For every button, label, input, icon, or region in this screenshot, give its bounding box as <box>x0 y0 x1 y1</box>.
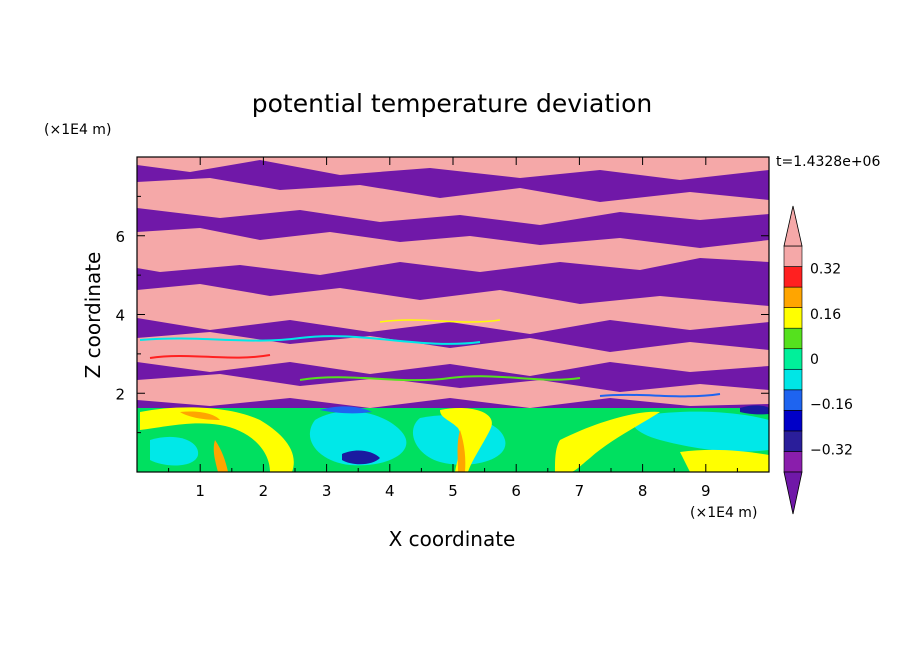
time-label: t=1.4328e+06 <box>776 154 880 170</box>
colorbar-segment <box>783 430 803 452</box>
yellow-plume <box>680 449 769 472</box>
x-tick-label: 7 <box>575 482 585 500</box>
colorbar-label: 0.32 <box>810 262 841 278</box>
colorbar-segment <box>783 410 803 432</box>
colorbar-segment <box>783 368 803 391</box>
colorbar-segment <box>783 245 803 267</box>
colorbar-under-triangle <box>783 471 803 515</box>
x-tick-label: 4 <box>385 482 395 500</box>
pink-layer <box>137 284 769 334</box>
x-axis-title: X coordinate <box>389 527 516 551</box>
x-tick-label: 1 <box>195 482 205 500</box>
colorbar: 0.32 0.16 0 −0.16 −0.32 <box>783 205 853 515</box>
yellow-plume <box>140 407 294 472</box>
colorbar-over-triangle <box>783 205 803 247</box>
x-tick-label: 9 <box>701 482 711 500</box>
filament <box>149 354 271 359</box>
plot-field <box>137 157 769 472</box>
colorbar-segment <box>783 348 803 370</box>
pink-layer <box>137 178 769 225</box>
yellow-plume <box>440 408 492 472</box>
x-tick-label: 5 <box>448 482 458 500</box>
colorbar-segment <box>783 286 803 308</box>
orange-plume <box>180 411 220 420</box>
colorbar-segment <box>783 451 803 473</box>
filament <box>599 393 721 398</box>
colorbar-segment <box>783 266 803 288</box>
filament <box>139 335 481 345</box>
y-axis: 2 4 6 <box>115 195 769 434</box>
x-tick-label: 8 <box>638 482 648 500</box>
filament <box>299 375 581 382</box>
x-axis: 1 2 3 4 5 6 7 8 9 <box>168 157 738 500</box>
pink-layer <box>137 332 769 376</box>
filament <box>379 319 501 323</box>
colorbar-label: −0.16 <box>810 397 853 413</box>
orange-plume <box>213 440 228 472</box>
y-tick-label: 2 <box>115 385 125 403</box>
blue-streak <box>320 406 372 414</box>
x-unit-label: (×1E4 m) <box>690 505 757 521</box>
colorbar-label: 0 <box>810 352 819 368</box>
y-tick-label: 4 <box>115 307 125 325</box>
pink-layer <box>137 228 769 275</box>
chart-title: potential temperature deviation <box>252 89 652 118</box>
orange-plume <box>457 430 466 472</box>
navy-blob <box>342 450 380 465</box>
cyan-patch <box>632 411 769 452</box>
colorbar-label: −0.32 <box>810 442 853 458</box>
cyan-patch <box>309 411 407 466</box>
y-unit-label: (×1E4 m) <box>44 122 111 138</box>
y-axis-title: Z coordinate <box>81 252 105 379</box>
colorbar-segment <box>783 389 803 411</box>
x-tick-label: 6 <box>511 482 521 500</box>
pink-layer <box>137 157 769 180</box>
yellow-plume <box>555 411 660 472</box>
cyan-patch <box>150 436 199 466</box>
x-tick-label: 2 <box>259 482 269 500</box>
colorbar-segment <box>783 327 803 350</box>
colorbar-segment <box>783 307 803 329</box>
pink-layer <box>137 374 769 408</box>
navy-blob <box>740 405 769 415</box>
colorbar-label: 0.16 <box>810 307 841 323</box>
x-tick-label: 3 <box>322 482 332 500</box>
y-tick-label: 6 <box>115 228 125 246</box>
